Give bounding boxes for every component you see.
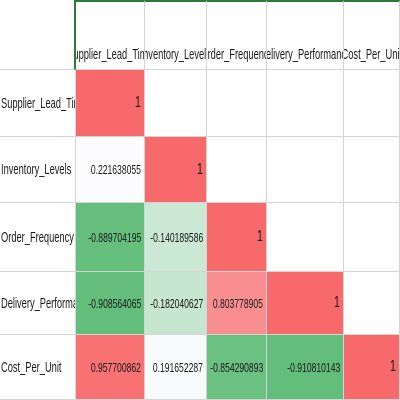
heatmap-cell[interactable]: -0.854290893 [207, 335, 267, 400]
cell-value-label: 0.803778905 [213, 296, 263, 311]
column-header-label: Inventory_Levels [145, 46, 207, 63]
heatmap-cell[interactable]: -0.140189586 [145, 203, 207, 272]
heatmap-cell[interactable]: -0.910810143 [267, 335, 344, 400]
row-header[interactable]: Supplier_Lead_Time [0, 70, 76, 137]
cell-value-label: 0.221638055 [91, 162, 141, 177]
row-header-label: Inventory_Levels [1, 161, 71, 178]
column-header-label: Delivery_Performance [267, 46, 344, 63]
cell-value-label: -0.910810143 [287, 360, 340, 375]
cell-value-label: 1 [390, 358, 396, 376]
heatmap-cell[interactable]: -0.908564065 [76, 272, 145, 335]
heatmap-cell[interactable] [267, 203, 344, 272]
cell-value-label: 0.191652287 [153, 360, 203, 375]
row-header-label: Order_Frequency [1, 229, 74, 246]
column-header-label: Order_Frequency [207, 46, 267, 63]
heatmap-cell[interactable]: -0.889704195 [76, 203, 145, 272]
heatmap-cell[interactable] [344, 70, 400, 137]
heatmap-cell[interactable] [145, 70, 207, 137]
row-header-label: Supplier_Lead_Time [1, 95, 76, 112]
row-header-label: Delivery_Performance [1, 295, 76, 312]
row-header[interactable]: Cost_Per_Unit [0, 335, 76, 400]
cell-value-label: -0.854290893 [210, 360, 263, 375]
cell-value-label: -0.140189586 [150, 230, 203, 245]
cell-value-label: 0.957700862 [91, 360, 141, 375]
heatmap-cell[interactable] [267, 70, 344, 137]
heatmap-cell[interactable] [207, 70, 267, 137]
heatmap-cell[interactable]: 0.957700862 [76, 335, 145, 400]
heatmap-cell[interactable]: 1 [145, 137, 207, 203]
row-header-label: Cost_Per_Unit [1, 359, 61, 376]
cell-value-label: 1 [257, 228, 263, 246]
heatmap-cell[interactable]: 0.803778905 [207, 272, 267, 335]
column-header[interactable]: Inventory_Levels [145, 0, 207, 70]
cell-value-label: -0.908564065 [88, 296, 141, 311]
column-header-label: Supplier_Lead_Time [76, 46, 145, 63]
row-header[interactable]: Inventory_Levels [0, 137, 76, 203]
heatmap-cell[interactable] [344, 203, 400, 272]
cell-value-label: 1 [135, 94, 141, 112]
heatmap-cell[interactable]: 0.191652287 [145, 335, 207, 400]
cell-value-label: 1 [197, 161, 203, 179]
column-header[interactable]: Cost_Per_Unit [344, 0, 400, 70]
heatmap-cell[interactable]: 0.221638055 [76, 137, 145, 203]
heatmap-cell[interactable]: 1 [76, 70, 145, 137]
column-header-label: Cost_Per_Unit [344, 46, 400, 63]
heatmap-cell[interactable] [267, 137, 344, 203]
heatmap-cell[interactable]: 1 [267, 272, 344, 335]
heatmap-cell[interactable] [207, 137, 267, 203]
cell-value-label: -0.182040627 [150, 296, 203, 311]
heatmap-cell[interactable] [344, 272, 400, 335]
cell-value-label: -0.889704195 [88, 230, 141, 245]
row-header[interactable]: Order_Frequency [0, 203, 76, 272]
column-header[interactable]: Supplier_Lead_Time [76, 0, 145, 70]
column-header[interactable]: Order_Frequency [207, 0, 267, 70]
matrix-corner [0, 0, 76, 70]
heatmap-cell[interactable] [344, 137, 400, 203]
column-header[interactable]: Delivery_Performance [267, 0, 344, 70]
heatmap-cell[interactable]: -0.182040627 [145, 272, 207, 335]
heatmap-cell[interactable]: 1 [207, 203, 267, 272]
row-header[interactable]: Delivery_Performance [0, 272, 76, 335]
cell-value-label: 1 [334, 294, 340, 312]
heatmap-cell[interactable]: 1 [344, 335, 400, 400]
